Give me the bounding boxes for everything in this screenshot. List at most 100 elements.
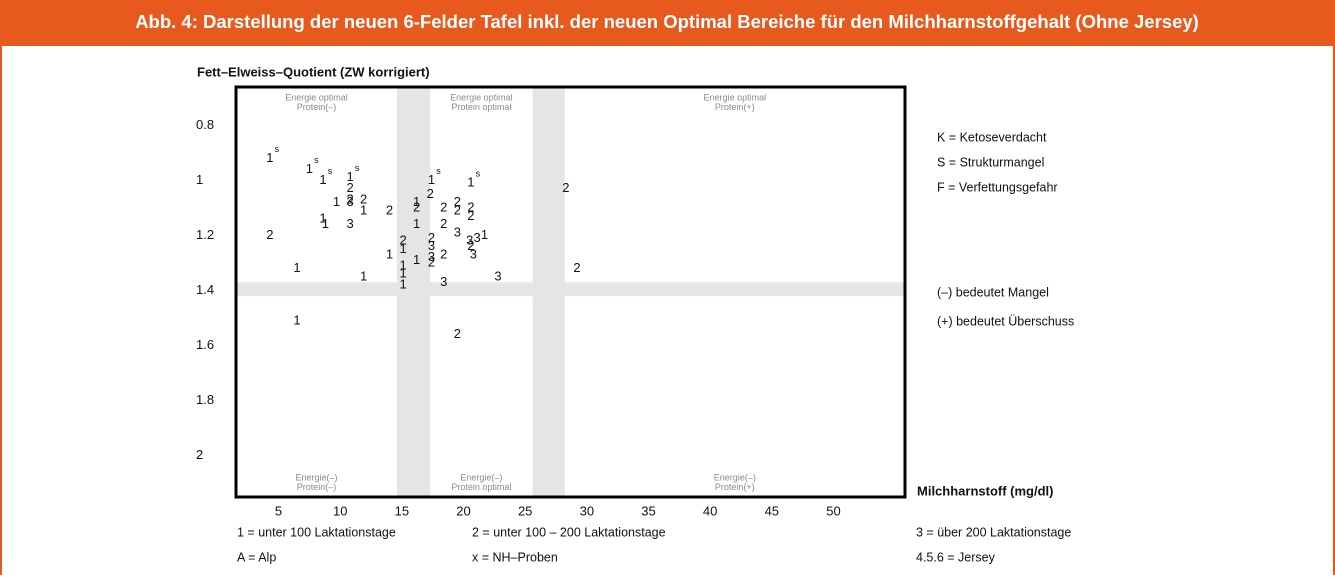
- x-axis-title: Milchharnstoff (mg/dl): [917, 483, 1054, 498]
- zone-label: Protein(+): [715, 482, 755, 492]
- zone-label: Protein optimal: [451, 482, 511, 492]
- point-label: 1: [293, 312, 300, 327]
- point-label: 1: [333, 194, 340, 209]
- point-label: 3: [466, 233, 473, 248]
- frame: [0, 44, 1335, 580]
- y-tick-label: 1.6: [196, 337, 214, 352]
- point-label: 1: [467, 175, 474, 190]
- point-superscript: s: [476, 169, 481, 179]
- point-label: 3: [428, 249, 435, 264]
- footer-note: 2 = unter 100 – 200 Laktationstage: [472, 525, 666, 539]
- zone-label: Protein(–): [297, 102, 337, 112]
- x-tick-label: 25: [518, 503, 532, 518]
- point-label: 1: [306, 161, 313, 176]
- zone-label: Protein(+): [715, 102, 755, 112]
- point-label: 2: [399, 233, 406, 248]
- x-tick-label: 15: [395, 503, 409, 518]
- point-label: 3: [346, 216, 353, 231]
- point-label: 3: [494, 268, 501, 283]
- point-label: 2: [573, 260, 580, 275]
- y-tick-label: 1: [196, 172, 203, 187]
- legend-entry: S = Strukturmangel: [937, 155, 1044, 169]
- point-label: 3: [454, 224, 461, 239]
- point-superscript: s: [328, 166, 333, 176]
- zone-label: Energie(–): [714, 472, 756, 482]
- point-label: 1: [399, 241, 406, 256]
- point-label: 1: [413, 252, 420, 267]
- point-label: 3: [346, 194, 353, 209]
- zone-label: Protein(–): [297, 482, 337, 492]
- x-tick-label: 5: [275, 503, 282, 518]
- x-tick-label: 30: [580, 503, 594, 518]
- point-label: 2: [454, 326, 461, 341]
- y-band: [236, 282, 905, 297]
- point-label: 1: [293, 260, 300, 275]
- point-label: 1: [266, 150, 273, 165]
- zone-label: Protein optimal: [451, 102, 511, 112]
- point-label: 2: [454, 194, 461, 209]
- point-superscript: s: [275, 144, 280, 154]
- note: (–) bedeutet Mangel: [937, 285, 1049, 299]
- y-axis-title: Fett–Elweiss–Quotient (ZW korrigiert): [197, 64, 430, 79]
- y-tick-label: 1.2: [196, 227, 214, 242]
- point-label: 2: [467, 208, 474, 223]
- title-bar: [0, 0, 1335, 45]
- note: (+) bedeutet Überschuss: [937, 314, 1074, 328]
- point-label: 2: [454, 202, 461, 217]
- point-superscript: s: [355, 163, 360, 173]
- point-label: 2: [413, 200, 420, 215]
- y-tick-label: 2: [196, 447, 203, 462]
- legend-entry: F = Verfettungsgefahr: [937, 180, 1058, 194]
- point-label: 2: [360, 191, 367, 206]
- x-tick-label: 35: [641, 503, 655, 518]
- x-tick-label: 40: [703, 503, 717, 518]
- point-label: 1: [399, 257, 406, 272]
- y-tick-label: 1.4: [196, 282, 214, 297]
- point-label: 1: [413, 216, 420, 231]
- point-label: 2: [440, 246, 447, 261]
- x-tick-label: 10: [333, 503, 347, 518]
- y-tick-label: 0.8: [196, 117, 214, 132]
- point-label: 1: [360, 268, 367, 283]
- x-tick-label: 45: [765, 503, 779, 518]
- point-label: 1: [413, 194, 420, 209]
- point-label: 2: [440, 200, 447, 215]
- footer-note: 4.5.6 = Jersey: [916, 550, 996, 564]
- point-superscript: s: [314, 155, 319, 165]
- footer-note: 1 = unter 100 Laktationstage: [237, 525, 396, 539]
- point-label: 1: [322, 216, 329, 231]
- zone-label: Energie optimal: [704, 92, 767, 102]
- point-label: 2: [266, 227, 273, 242]
- legend-entry: K = Ketoseverdacht: [937, 130, 1047, 144]
- point-label: 1: [399, 266, 406, 281]
- point-label: 2: [428, 255, 435, 270]
- point-label: 1: [386, 246, 393, 261]
- point-label: 3: [428, 238, 435, 253]
- point-label: 2: [467, 200, 474, 215]
- point-label: 1: [319, 211, 326, 226]
- point-label: 1: [481, 227, 488, 242]
- plot-frame: [234, 85, 907, 499]
- point-label: 1: [399, 277, 406, 292]
- point-superscript: s: [436, 166, 441, 176]
- point-label: 1: [360, 202, 367, 217]
- point-label: 2: [427, 186, 434, 201]
- point-label: 2: [346, 180, 353, 195]
- point-label: 2: [346, 191, 353, 206]
- zone-label: Energie(–): [295, 472, 337, 482]
- chart-title: Abb. 4: Darstellung der neuen 6-Felder T…: [135, 11, 1199, 32]
- point-label: 2: [428, 230, 435, 245]
- x-tick-label: 20: [456, 503, 470, 518]
- x-tick-label: 50: [826, 503, 840, 518]
- point-label: 1: [346, 169, 353, 184]
- y-tick-label: 1.8: [196, 392, 214, 407]
- point-label: 1: [319, 172, 326, 187]
- point-label: 2: [562, 180, 569, 195]
- point-label: 3: [440, 274, 447, 289]
- footer-note: x = NH–Proben: [472, 550, 558, 564]
- point-label: 3: [473, 230, 480, 245]
- zone-label: Energie optimal: [450, 92, 513, 102]
- footer-note: A = Alp: [237, 550, 276, 564]
